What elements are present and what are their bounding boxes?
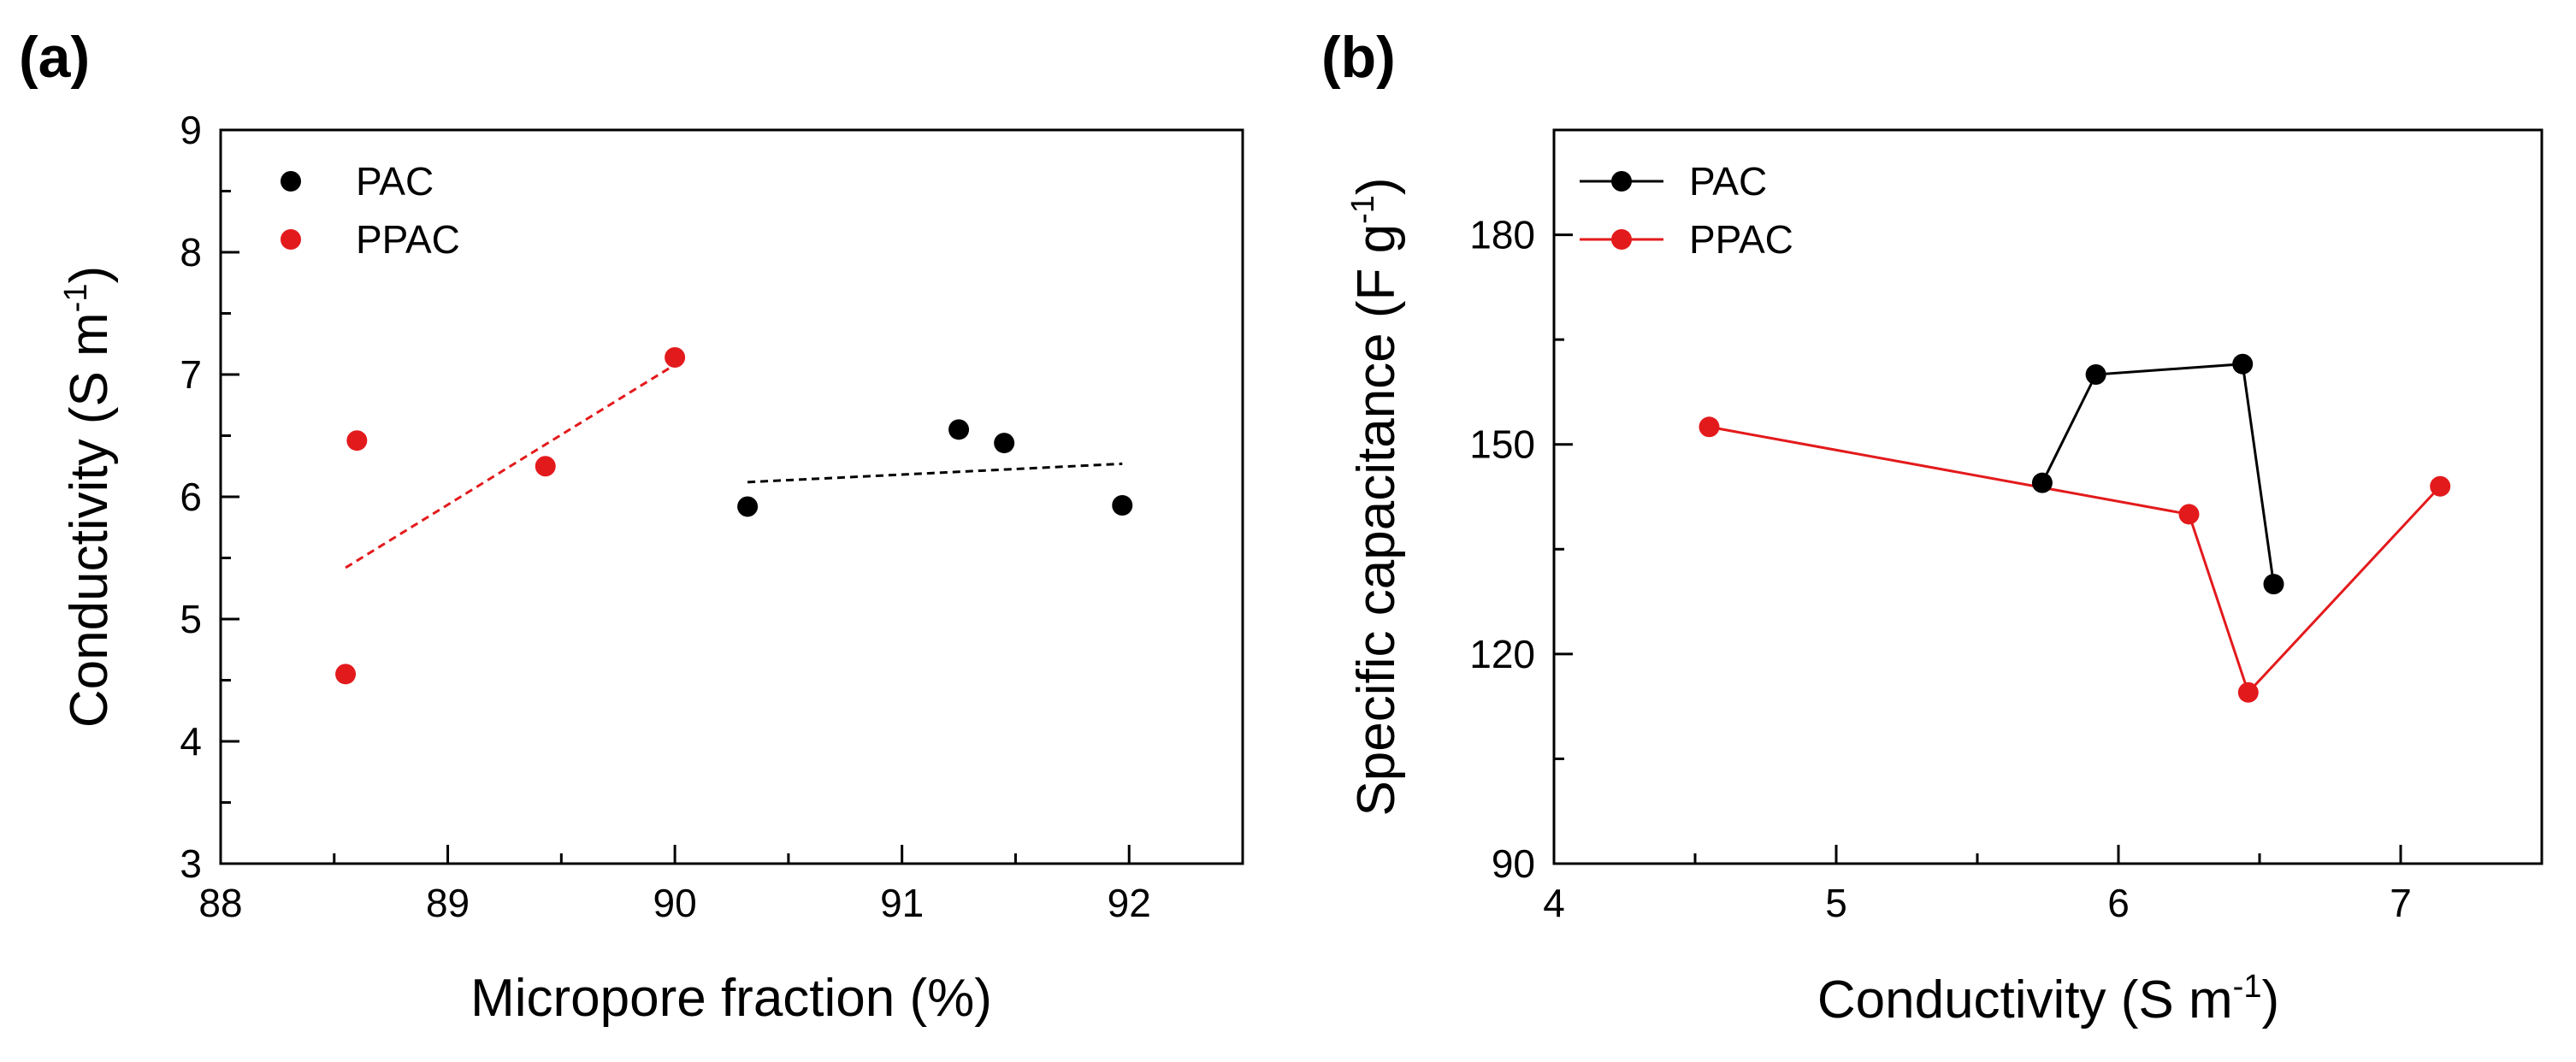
panel-b: (b) 4 5 6 7 90 120 150 180 PAC PPAC Conductivit… — [1321, 25, 2544, 1030]
data-point-ppac — [665, 346, 686, 368]
data-point-ppac — [1699, 416, 1720, 438]
panel-b-x-axis-title-main: Conductivity (S m — [1817, 971, 2233, 1030]
trend-line-pac — [747, 462, 1123, 484]
legend-label-ppac: PPAC — [356, 217, 460, 262]
y-tick-label: 150 — [1469, 422, 1535, 467]
legend-label-ppac: PPAC — [1689, 217, 1793, 262]
data-point-ppac — [2430, 475, 2451, 497]
panel-b-x-axis-title: Conductivity (S m-1) — [1817, 969, 2279, 1030]
panel-b-y-ticks: 90 120 150 180 — [1469, 213, 1573, 886]
y-tick-label: 3 — [180, 841, 202, 886]
y-tick-label: 5 — [180, 597, 202, 641]
panel-b-y-axis-title-end: ) — [1347, 177, 1406, 195]
panel-a-legend: PAC PPAC — [281, 159, 460, 262]
data-point-ppac — [2237, 681, 2259, 703]
panel-a-y-axis-title-sup: -1 — [58, 284, 94, 313]
legend-marker-ppac — [281, 229, 301, 250]
panel-a-x-ticks: 88 89 90 91 92 — [198, 845, 1151, 925]
data-point-pac — [2085, 364, 2106, 385]
y-tick-label: 4 — [180, 719, 202, 764]
y-tick-label: 9 — [180, 108, 202, 152]
data-point-pac — [1112, 495, 1133, 516]
trend-line-ppac — [345, 363, 676, 569]
legend-marker-pac — [1611, 171, 1632, 192]
panel-b-x-axis-title-sup: -1 — [2233, 969, 2262, 1005]
data-point-pac — [2263, 574, 2284, 595]
legend-marker-pac — [281, 171, 301, 192]
y-tick-label: 180 — [1469, 213, 1535, 257]
panel-b-points — [1699, 353, 2451, 703]
panel-b-x-ticks: 4 5 6 7 — [1543, 845, 2412, 925]
series-line-pac — [2041, 363, 2275, 585]
x-tick-label: 5 — [1825, 881, 1847, 925]
data-point-ppac — [2178, 504, 2200, 525]
panel-a-trend-lines — [345, 363, 1123, 569]
data-point-pac — [994, 433, 1015, 454]
y-tick-label: 90 — [1492, 841, 1535, 886]
data-point-pac — [737, 496, 759, 517]
panel-b-plot-frame — [1552, 128, 2544, 865]
y-tick-label: 6 — [180, 475, 202, 519]
panel-b-x-axis-title-end: ) — [2261, 971, 2279, 1030]
panel-b-y-axis-title-sup: -1 — [1345, 195, 1381, 224]
panel-a-y-axis-title-end: ) — [60, 266, 119, 284]
panel-b-y-axis-title: Specific capacitance (F g-1) — [1345, 177, 1406, 816]
panel-a-points — [335, 346, 1133, 685]
panel-b-legend: PAC PPAC — [1580, 159, 1793, 262]
data-point-ppac — [535, 456, 556, 477]
y-tick-label: 8 — [180, 230, 202, 274]
data-point-ppac — [346, 430, 368, 451]
x-tick-label: 88 — [198, 881, 242, 925]
x-tick-label: 92 — [1108, 881, 1151, 925]
panel-b-series-lines — [1709, 363, 2442, 695]
x-tick-label: 7 — [2390, 881, 2412, 925]
panel-a-label: (a) — [19, 25, 90, 90]
panel-a-y-axis-title: Conductivity (S m-1) — [58, 266, 119, 728]
y-tick-label: 120 — [1469, 632, 1535, 676]
panel-a-y-axis-title-main: Conductivity (S m — [60, 312, 119, 728]
x-tick-label: 6 — [2107, 881, 2130, 925]
panel-b-label: (b) — [1321, 25, 1396, 90]
y-tick-label: 7 — [180, 352, 202, 397]
x-tick-label: 4 — [1543, 881, 1565, 925]
legend-label-pac: PAC — [356, 159, 434, 204]
x-tick-label: 89 — [426, 881, 470, 925]
panel-a-y-ticks: 3 4 5 6 7 8 9 — [180, 108, 239, 886]
data-point-pac — [948, 419, 970, 440]
legend-label-pac: PAC — [1689, 159, 1767, 204]
panel-b-y-axis-title-main: Specific capacitance (F g — [1347, 224, 1406, 817]
series-line-ppac — [1709, 425, 2442, 695]
data-point-pac — [2232, 353, 2254, 375]
x-tick-label: 90 — [653, 881, 697, 925]
legend-marker-ppac — [1611, 229, 1632, 250]
data-point-ppac — [335, 664, 357, 685]
data-point-pac — [2031, 472, 2053, 493]
x-tick-label: 91 — [880, 881, 924, 925]
panel-a-x-axis-title: Micropore fraction (%) — [470, 969, 992, 1028]
